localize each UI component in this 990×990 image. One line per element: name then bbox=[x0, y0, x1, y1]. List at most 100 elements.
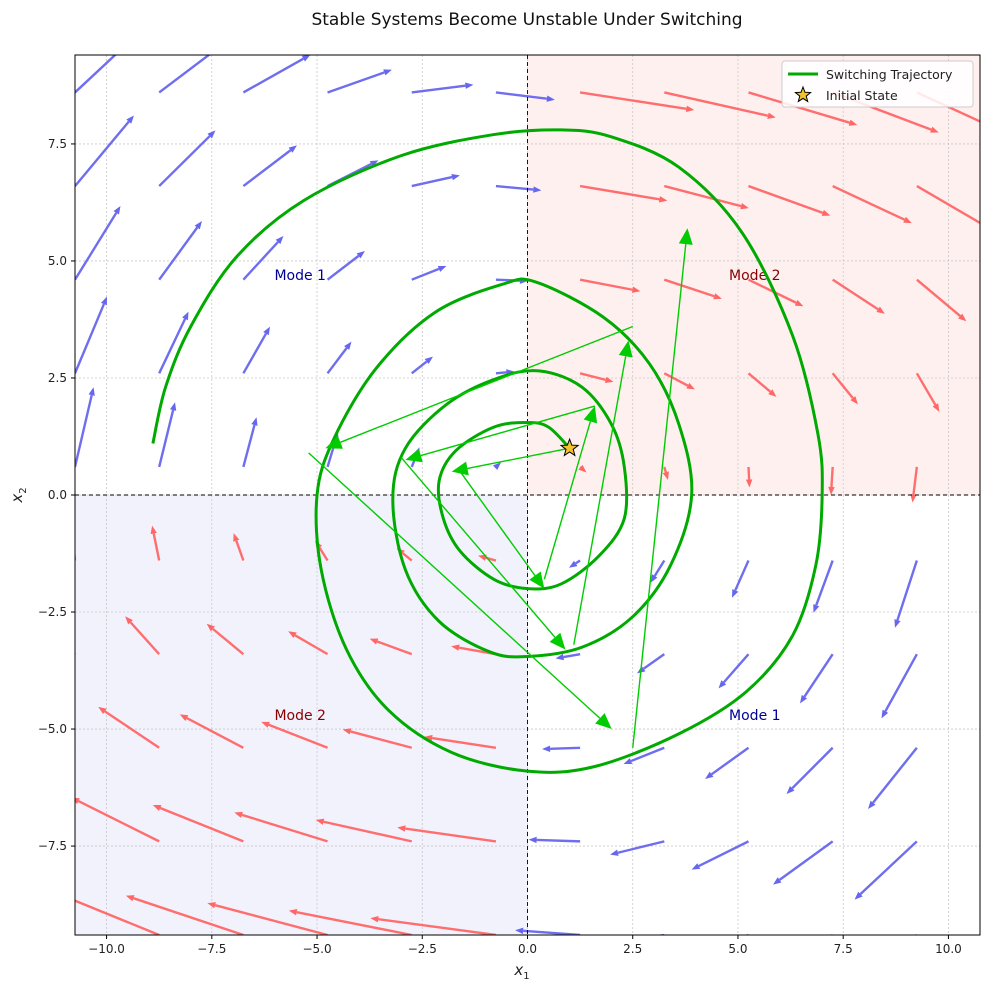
vector-head bbox=[828, 486, 835, 495]
vector-shaft bbox=[75, 899, 160, 935]
vector-arrow bbox=[125, 895, 244, 935]
x-tick-label: −5.0 bbox=[302, 942, 331, 956]
vector-head bbox=[100, 296, 107, 306]
x-tick-label: 2.5 bbox=[623, 942, 642, 956]
vector-head bbox=[740, 203, 749, 210]
vector-arrow bbox=[662, 466, 669, 480]
vector-head bbox=[528, 836, 537, 844]
vector-arrow bbox=[691, 840, 750, 870]
region-label: Mode 2 bbox=[729, 268, 781, 284]
switch-arrow-shaft bbox=[632, 244, 687, 748]
vector-arrow bbox=[326, 250, 365, 281]
vector-arrow bbox=[773, 840, 834, 885]
vector-shaft bbox=[158, 409, 175, 468]
vector-arrow bbox=[342, 728, 413, 749]
vector-shaft bbox=[523, 929, 581, 935]
vector-shaft bbox=[75, 933, 76, 935]
x-axis-label: x1 bbox=[513, 961, 529, 982]
vector-shaft bbox=[831, 372, 854, 399]
vector-shaft bbox=[872, 747, 918, 804]
vector-head bbox=[658, 196, 668, 203]
vector-head bbox=[152, 805, 162, 811]
vector-head bbox=[604, 376, 614, 383]
vector-head bbox=[451, 173, 460, 181]
vector-arrow bbox=[881, 653, 918, 719]
vector-shaft bbox=[411, 175, 453, 188]
vector-shaft bbox=[75, 652, 76, 655]
vector-shaft bbox=[75, 548, 77, 561]
vector-shaft bbox=[326, 347, 348, 375]
vector-arrow bbox=[150, 525, 161, 561]
switch-arrow-shaft bbox=[308, 452, 601, 719]
vector-arrow bbox=[492, 462, 501, 470]
vector-head bbox=[821, 209, 831, 216]
vector-head bbox=[233, 533, 240, 542]
vector-head bbox=[194, 221, 202, 230]
vector-shaft bbox=[698, 840, 750, 868]
switch-arrow-shaft bbox=[573, 356, 627, 645]
vector-head bbox=[126, 115, 134, 124]
vector-arrow bbox=[663, 278, 722, 300]
vector-shaft bbox=[778, 840, 834, 881]
vector-arrow bbox=[528, 836, 581, 844]
vector-shaft bbox=[296, 911, 412, 935]
vector-arrow bbox=[916, 278, 967, 322]
vector-head bbox=[794, 299, 804, 307]
vector-arrow bbox=[315, 818, 413, 843]
vector-head bbox=[662, 471, 669, 480]
initial-state-layer bbox=[559, 437, 580, 457]
vector-head bbox=[813, 604, 820, 613]
vector-head bbox=[301, 55, 311, 62]
vector-arrow bbox=[411, 82, 474, 94]
vector-shaft bbox=[214, 904, 328, 935]
vector-head bbox=[515, 927, 524, 935]
vector-arrow bbox=[288, 909, 412, 935]
vector-arrow bbox=[800, 653, 834, 704]
vector-head bbox=[207, 130, 216, 139]
vector-arrow bbox=[495, 91, 555, 102]
switch-arrow-shaft bbox=[340, 325, 633, 443]
vector-arrow bbox=[731, 560, 750, 598]
vector-head bbox=[985, 224, 990, 231]
vector-head bbox=[631, 286, 641, 293]
vector-head bbox=[903, 216, 912, 224]
vector-arrow bbox=[813, 560, 834, 613]
vector-head bbox=[546, 95, 555, 102]
vector-head bbox=[17, 699, 25, 707]
vector-head bbox=[848, 119, 858, 126]
vector-arrow bbox=[745, 466, 753, 488]
vector-arrow bbox=[747, 278, 804, 307]
vector-arrow bbox=[894, 560, 919, 628]
vector-shaft bbox=[575, 559, 581, 565]
vector-head bbox=[150, 525, 157, 535]
vector-head bbox=[288, 145, 297, 153]
vector-arrow bbox=[327, 69, 392, 94]
vector-head bbox=[465, 82, 474, 89]
vector-arrow bbox=[233, 533, 245, 561]
vector-arrow bbox=[288, 631, 329, 656]
vector-shaft bbox=[914, 934, 917, 935]
vector-arrow bbox=[158, 402, 177, 468]
vector-head bbox=[542, 745, 551, 752]
vector-arrow bbox=[495, 184, 542, 193]
vector-arrow bbox=[125, 616, 161, 655]
vector-head bbox=[221, 40, 229, 47]
vector-arrow bbox=[515, 927, 581, 935]
vector-arrow bbox=[610, 840, 665, 856]
vector-arrow bbox=[569, 559, 581, 568]
vector-shaft bbox=[803, 653, 834, 698]
switch-arrow-head bbox=[451, 461, 469, 476]
vector-shaft bbox=[378, 917, 497, 935]
x-tick-label: −2.5 bbox=[408, 942, 437, 956]
vector-shaft bbox=[411, 360, 428, 375]
y-tick-label: 7.5 bbox=[48, 137, 67, 151]
vector-shaft bbox=[242, 149, 292, 188]
vector-arrow bbox=[234, 811, 328, 843]
y-axis-ticks: −7.5 −5.0 −2.5 0.0 2.5 5.0 7.5 bbox=[38, 137, 75, 853]
x-tick-label: 10.0 bbox=[935, 942, 962, 956]
vector-head bbox=[623, 758, 633, 765]
vector-shaft bbox=[75, 303, 106, 374]
vector-arrow bbox=[555, 652, 581, 661]
vector-arrow bbox=[579, 278, 641, 293]
